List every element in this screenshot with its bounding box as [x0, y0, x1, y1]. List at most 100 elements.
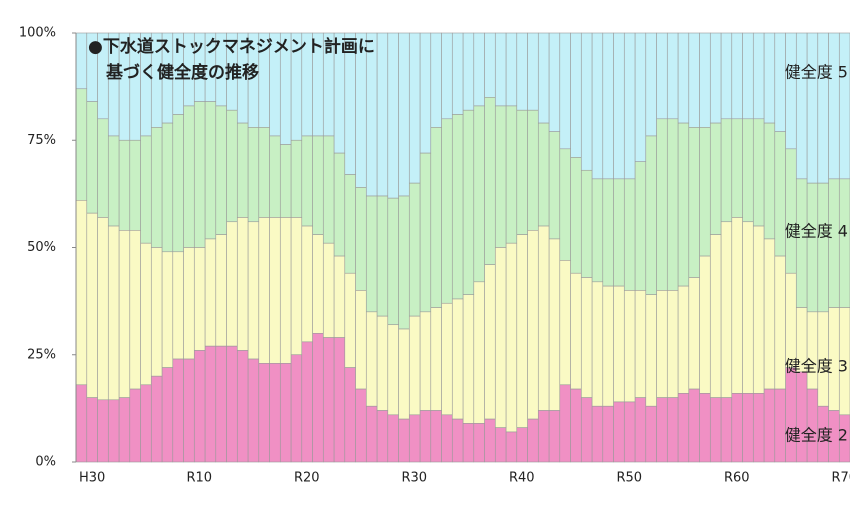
- bar-segment: [183, 105, 195, 248]
- bar-segment: [322, 242, 335, 338]
- bar-segment: [118, 230, 131, 398]
- bar-segment: [419, 311, 432, 411]
- bar-segment: [591, 281, 604, 407]
- bar-segment: [333, 337, 346, 463]
- bar-segment: [408, 414, 421, 463]
- bar-segment: [591, 405, 604, 463]
- bar-segment: [494, 247, 507, 428]
- bar-segment: [516, 109, 528, 235]
- bar-segment: [204, 345, 217, 463]
- bar-segment: [838, 178, 850, 308]
- bar-segment: [204, 238, 217, 347]
- bar-segment: [172, 114, 184, 253]
- bar-segment: [451, 114, 464, 300]
- bar-segment: [742, 118, 754, 223]
- bar-segment: [806, 182, 819, 313]
- bar-segment: [172, 358, 184, 463]
- bar-segment: [559, 260, 571, 386]
- bar-segment: [505, 242, 518, 433]
- bar-segment: [129, 230, 141, 390]
- bar-segment: [623, 290, 636, 403]
- bar-segment: [634, 397, 647, 463]
- chart-title: 基づく健全度の推移: [105, 62, 259, 83]
- bar-segment: [451, 418, 464, 463]
- bar-segment: [537, 410, 550, 463]
- bar-segment: [215, 345, 227, 463]
- bar-segment: [548, 410, 561, 463]
- bar-segment: [656, 397, 668, 463]
- bar-segment: [613, 178, 625, 287]
- bar-segment: [688, 32, 700, 128]
- bar-segment: [688, 277, 700, 390]
- bar-segment: [688, 388, 700, 463]
- bar-segment: [365, 311, 378, 407]
- bar-segment: [720, 32, 733, 120]
- bar-segment: [290, 139, 303, 218]
- bar-segment: [774, 32, 786, 132]
- bar-segment: [408, 32, 421, 184]
- bar-segment: [387, 197, 399, 326]
- bar-segment: [484, 97, 496, 265]
- bar-segment: [107, 135, 120, 227]
- bar-segment: [645, 135, 657, 295]
- y-tick-label: 0%: [35, 455, 56, 470]
- bar-segment: [613, 401, 625, 463]
- bar-segment: [828, 32, 840, 180]
- bar-segment: [408, 315, 421, 416]
- bar-segment: [376, 410, 389, 463]
- bar-segment: [559, 32, 571, 150]
- bar-segment: [236, 122, 249, 218]
- bar-segment: [97, 399, 109, 463]
- bar-segment: [677, 32, 690, 124]
- bar-segment: [161, 122, 174, 253]
- y-tick-label: 100%: [19, 26, 56, 41]
- bar-segment: [828, 178, 840, 308]
- bar-segment: [537, 32, 550, 124]
- bar-segment: [279, 144, 292, 218]
- bar-segment: [344, 367, 356, 463]
- bar-segment: [473, 105, 485, 283]
- bar-segment: [365, 195, 378, 313]
- bar-segment: [505, 105, 518, 244]
- bar-segment: [322, 135, 335, 244]
- bar-segment: [645, 294, 657, 407]
- bar-segment: [226, 221, 238, 347]
- bar-segment: [484, 32, 496, 98]
- bar-segment: [398, 32, 410, 197]
- bar-segment: [365, 32, 378, 197]
- bar-segment: [537, 225, 550, 411]
- bar-segment: [709, 122, 722, 235]
- bar-segment: [161, 251, 174, 368]
- bar-segment: [484, 418, 496, 463]
- bar-segment: [269, 135, 281, 218]
- bar-segment: [516, 32, 528, 111]
- bar-segment: [441, 118, 453, 304]
- bar-segment: [75, 200, 88, 386]
- bar-segment: [645, 32, 657, 137]
- bar-segment: [666, 118, 679, 291]
- x-tick-label: R30: [402, 471, 428, 486]
- bar-segment: [376, 195, 389, 317]
- bar-segment: [666, 32, 679, 120]
- bar-segment: [204, 101, 217, 240]
- bar-segment: [795, 32, 808, 180]
- bar-segment: [785, 272, 797, 368]
- bar-segment: [709, 234, 722, 398]
- bar-segment: [430, 307, 442, 411]
- bar-segment: [398, 195, 410, 330]
- series-label: 健全度 4: [785, 222, 848, 241]
- bar-segment: [527, 418, 539, 463]
- bar-segment: [226, 109, 238, 223]
- bar-segment: [795, 178, 808, 308]
- bar-segment: [451, 298, 464, 420]
- bar-segment: [236, 350, 249, 463]
- x-tick-label: R10: [187, 471, 213, 486]
- bar-segment: [301, 225, 313, 343]
- bar-segment: [312, 332, 324, 463]
- bar-segment: [430, 32, 442, 128]
- bar-segment: [484, 264, 496, 420]
- bar-segment: [795, 371, 808, 463]
- bar-segment: [430, 410, 442, 463]
- bar-segment: [183, 247, 195, 360]
- bar-segment: [763, 388, 776, 463]
